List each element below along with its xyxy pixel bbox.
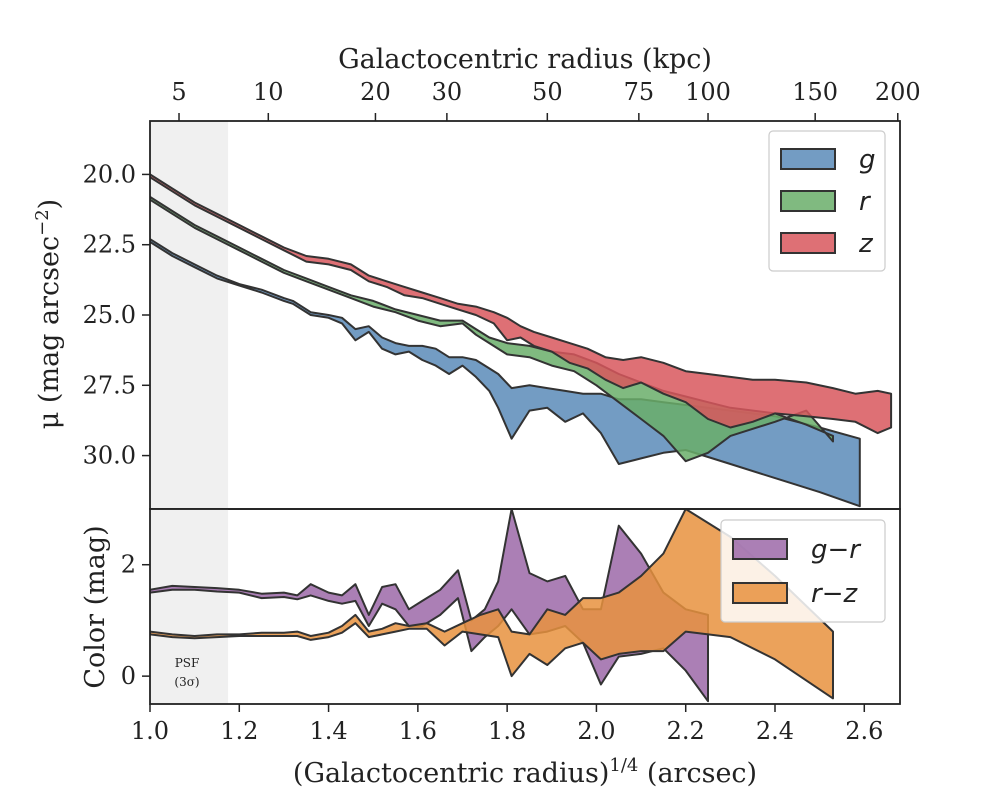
series-band-3: [150, 173, 893, 435]
legend-swatch: [732, 582, 788, 604]
surface-brightness-series: [150, 173, 893, 508]
xlabel-superscript: 1/4: [609, 755, 638, 776]
psf-label-line1: PSF: [175, 656, 200, 670]
series-band-2: [150, 509, 834, 700]
top-y-axis-label: μ (mag arcsec−2): [32, 199, 65, 429]
surface-brightness-panel: 20.0 22.5 25.0 27.5 30.0 5 10 20 30 50 75 100 150 20…: [32, 44, 921, 510]
legend-label: g: [859, 145, 876, 175]
x-tick-label: 1.2: [220, 717, 258, 745]
color-panel: PSF (3σ) 02 1.0 1.2 1.4 1.6 1.8 2.0 2.2 2.4 2.6 …: [80, 508, 901, 789]
x-tick-label: 2.0: [577, 717, 615, 745]
legend-swatch: [732, 538, 788, 560]
ylabel-close: ): [34, 199, 65, 210]
x-tick-label: 2.4: [756, 717, 794, 745]
x-tick-label: 1.8: [488, 717, 526, 745]
legend-swatch: [780, 190, 836, 212]
xlabel-close: (arcsec): [638, 758, 757, 789]
psf-region-top: [150, 121, 229, 509]
ylabel-main: μ (mag arcsec: [34, 236, 65, 429]
legend-label: r−z: [811, 579, 858, 609]
x-tick-label: 1.6: [399, 717, 437, 745]
color-y-tick-label: 2: [121, 551, 136, 579]
kpc-tick-label: 20: [360, 78, 391, 106]
y-tick-label: 30.0: [83, 442, 136, 470]
kpc-tick-label: 75: [624, 78, 655, 106]
color-y-tick-label: 0: [121, 662, 136, 690]
bottom-x-ticks: 1.0 1.2 1.4 1.6 1.8 2.0 2.2 2.4 2.6: [131, 704, 883, 745]
x-tick-label: 1.4: [309, 717, 347, 745]
kpc-tick-label: 200: [875, 78, 921, 106]
legend-label: r: [859, 187, 872, 217]
kpc-tick-label: 100: [685, 78, 731, 106]
top-y-ticks: 20.0 22.5 25.0 27.5 30.0: [83, 160, 150, 470]
bottom-legend: g−r r−z: [720, 519, 886, 623]
series-band-2: [150, 195, 834, 463]
psf-region-bottom: [150, 509, 229, 704]
kpc-tick-label: 50: [532, 78, 563, 106]
legend-label: g−r: [811, 535, 862, 565]
xlabel-main: (Galactocentric radius): [293, 758, 609, 789]
series-band-1: [150, 509, 709, 703]
color-series: [150, 509, 834, 703]
x-tick-label: 2.2: [667, 717, 705, 745]
x-tick-label: 1.0: [131, 717, 169, 745]
y-tick-label: 25.0: [83, 301, 136, 329]
top-axis-kpc-ticks: 5 10 20 30 50 75 100 150 200: [171, 78, 921, 121]
legend-label: z: [858, 229, 874, 259]
bottom-y-ticks: 02: [121, 551, 150, 690]
series-band-1: [150, 238, 861, 508]
ylabel-superscript: −2: [32, 209, 53, 236]
legend-swatch: [780, 148, 836, 170]
kpc-tick-label: 150: [792, 78, 838, 106]
y-tick-label: 22.5: [83, 231, 136, 259]
top-legend: grz: [768, 130, 886, 272]
legend-box: [720, 519, 886, 623]
kpc-tick-label: 10: [253, 78, 284, 106]
bottom-x-axis-label: (Galactocentric radius)1/4 (arcsec): [293, 755, 757, 789]
x-tick-label: 2.6: [845, 717, 883, 745]
kpc-tick-label: 5: [171, 78, 186, 106]
top-axis-label: Galactocentric radius (kpc): [338, 44, 712, 75]
bottom-panel-frame: [149, 508, 901, 705]
legend-swatch: [780, 232, 836, 254]
y-tick-label: 20.0: [83, 160, 136, 188]
psf-label-line2: (3σ): [174, 675, 199, 689]
y-tick-label: 27.5: [83, 371, 136, 399]
bottom-y-axis-label: Color (mag): [80, 525, 111, 688]
kpc-tick-label: 30: [432, 78, 463, 106]
